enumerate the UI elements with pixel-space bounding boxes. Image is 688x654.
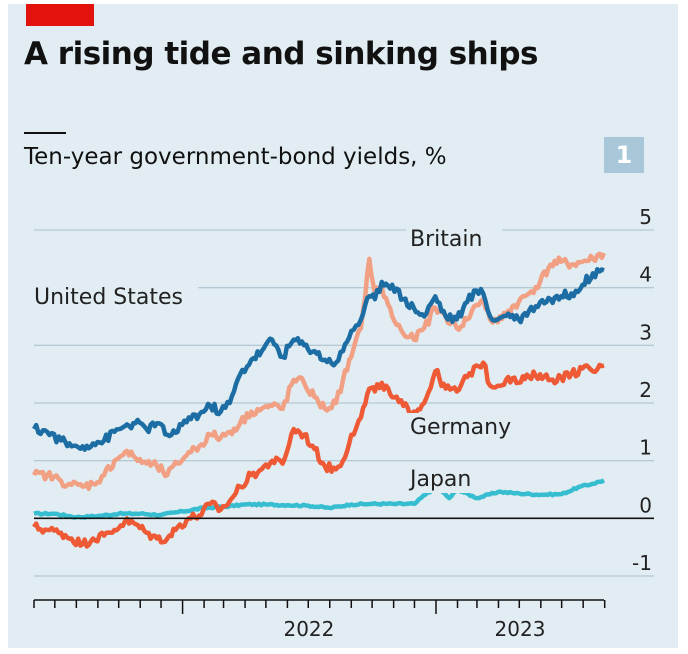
y-tick-label: 3 (639, 320, 652, 344)
headline: A rising tide and sinking ships (24, 36, 538, 72)
chart-card (8, 4, 678, 648)
series-labels: Britain United States Germany Japan (30, 225, 526, 493)
series-label-japan: Japan (408, 467, 471, 492)
y-tick-label: -1 (632, 551, 652, 575)
y-tick-label: 0 (639, 493, 652, 517)
chart-number-badge: 1 (604, 137, 644, 173)
label-knockout (30, 283, 198, 311)
chart-title: Ten-year government-bond yields, % (24, 144, 447, 170)
y-tick-label: 5 (639, 205, 652, 229)
label-knockout (406, 465, 480, 493)
subtitle-rule (24, 132, 66, 134)
series-line-britain (32, 251, 607, 492)
series-line-germany (32, 360, 605, 549)
brand-tab (26, 4, 94, 26)
y-tick-label: 2 (639, 378, 652, 402)
x-tick-label: 2023 (495, 617, 546, 641)
y-tick-label: 4 (639, 263, 652, 287)
x-axis: 2022 2023 (33, 599, 606, 641)
label-knockout (406, 413, 526, 441)
series-line-japan (33, 478, 606, 520)
series-label-germany: Germany (410, 415, 511, 440)
series-line-united-states (32, 266, 605, 452)
series-lines (32, 251, 607, 549)
y-tick-labels: 5 4 3 2 1 0 -1 (632, 205, 652, 575)
y-tick-label: 1 (639, 436, 652, 460)
label-knockout (406, 225, 502, 253)
series-label-britain: Britain (410, 227, 482, 252)
x-tick-label: 2022 (283, 617, 334, 641)
series-label-united-states: United States (34, 285, 183, 310)
